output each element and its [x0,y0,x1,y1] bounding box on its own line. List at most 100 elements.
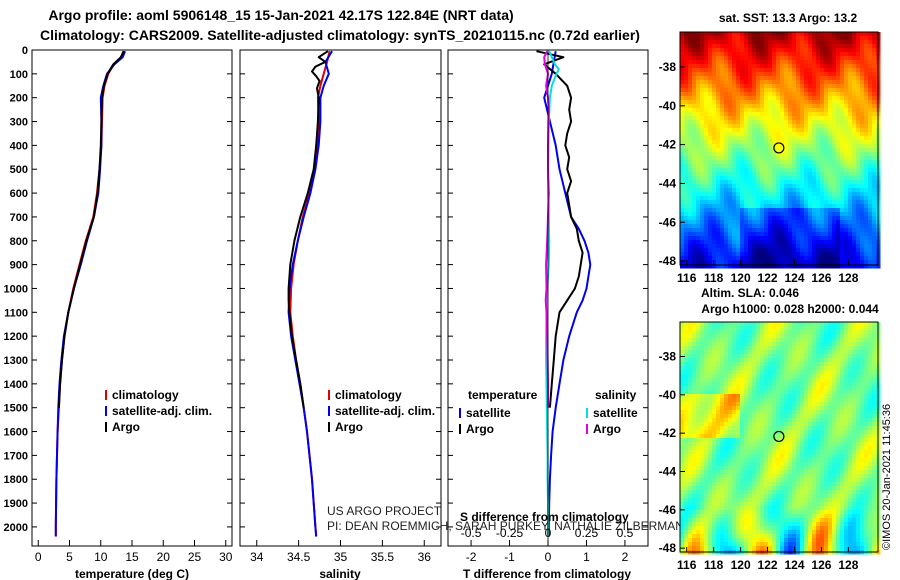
map-cell [792,60,797,65]
map-cell [868,140,873,145]
map-cell [804,172,809,177]
map-cell [832,64,837,69]
map-cell [844,430,849,435]
map-cell [836,326,841,331]
map-cell [848,96,853,101]
map-cell [744,450,749,455]
map-cell [724,334,729,339]
map-cell [848,232,853,237]
map-cell [796,84,801,89]
map-cell [816,204,821,209]
map-cell [720,80,725,85]
map-cell [860,430,865,435]
map-cell [768,124,773,129]
map-cell [748,204,753,209]
map-cell [744,96,749,101]
map-cell [848,410,853,415]
map-cell [752,220,757,225]
map-cell [836,152,841,157]
map-cell [856,354,861,359]
map-cell [696,244,701,249]
map-cell [820,160,825,165]
map-cell [732,164,737,169]
map-cell [704,224,709,229]
map-cell [716,156,721,161]
map-cell [864,224,869,229]
map-cell [816,350,821,355]
map-cell [684,386,689,391]
map-cell [868,216,873,221]
map-cell [724,80,729,85]
map-cell [708,366,713,371]
map-cell [740,52,745,57]
map-cell [832,232,837,237]
map-cell [716,148,721,153]
map-cell [856,342,861,347]
map-cell [812,430,817,435]
map-cell [800,232,805,237]
map-cell [764,252,769,257]
map-cell [704,136,709,141]
map-cell [804,342,809,347]
map-cell [820,454,825,459]
map-cell [816,88,821,93]
map-cell [828,418,833,423]
map-cell [716,36,721,41]
map-cell [840,112,845,117]
map-cell [752,64,757,69]
map-cell [744,362,749,367]
map-cell [808,32,813,37]
map-cell [684,366,689,371]
map-cell [836,32,841,37]
map-cell [828,236,833,241]
map-cell [708,406,713,411]
map-cell [792,240,797,245]
map-cell [724,350,729,355]
map-cell [828,48,833,53]
map-cell [804,212,809,217]
map-cell [768,148,773,153]
map-cell [820,188,825,193]
map-cell [692,104,697,109]
map-cell [872,342,877,347]
map-cell [768,454,773,459]
map-cell [852,48,857,53]
map-cell [708,354,713,359]
map-cell [820,76,825,81]
map-cell [800,414,805,419]
map-cell [800,430,805,435]
map-cell [796,144,801,149]
map-cell [756,160,761,165]
map-cell [808,96,813,101]
map-cell [780,96,785,101]
map-cell [844,220,849,225]
map-cell [872,208,877,213]
map-cell [740,36,745,41]
map-cell [796,88,801,93]
map-cell [752,382,757,387]
map-cell [768,100,773,105]
map-cell [768,88,773,93]
map-cell [748,144,753,149]
map-cell [868,454,873,459]
map-cell [688,422,693,427]
map-cell [788,40,793,45]
map-cell [860,450,865,455]
map-cell [852,338,857,343]
map-cell [848,176,853,181]
map-cell [684,164,689,169]
map-cell [856,422,861,427]
map-cell [748,200,753,205]
map-cell [828,256,833,261]
map-cell [872,120,877,125]
map-cell [832,172,837,177]
map-cell [716,386,721,391]
map-cell [708,358,713,363]
map-cell [860,124,865,129]
map-cell [740,426,745,431]
map-cell [796,216,801,221]
map-cell [696,148,701,153]
map-cell [760,168,765,173]
map-cell [824,426,829,431]
map-cell [748,252,753,257]
